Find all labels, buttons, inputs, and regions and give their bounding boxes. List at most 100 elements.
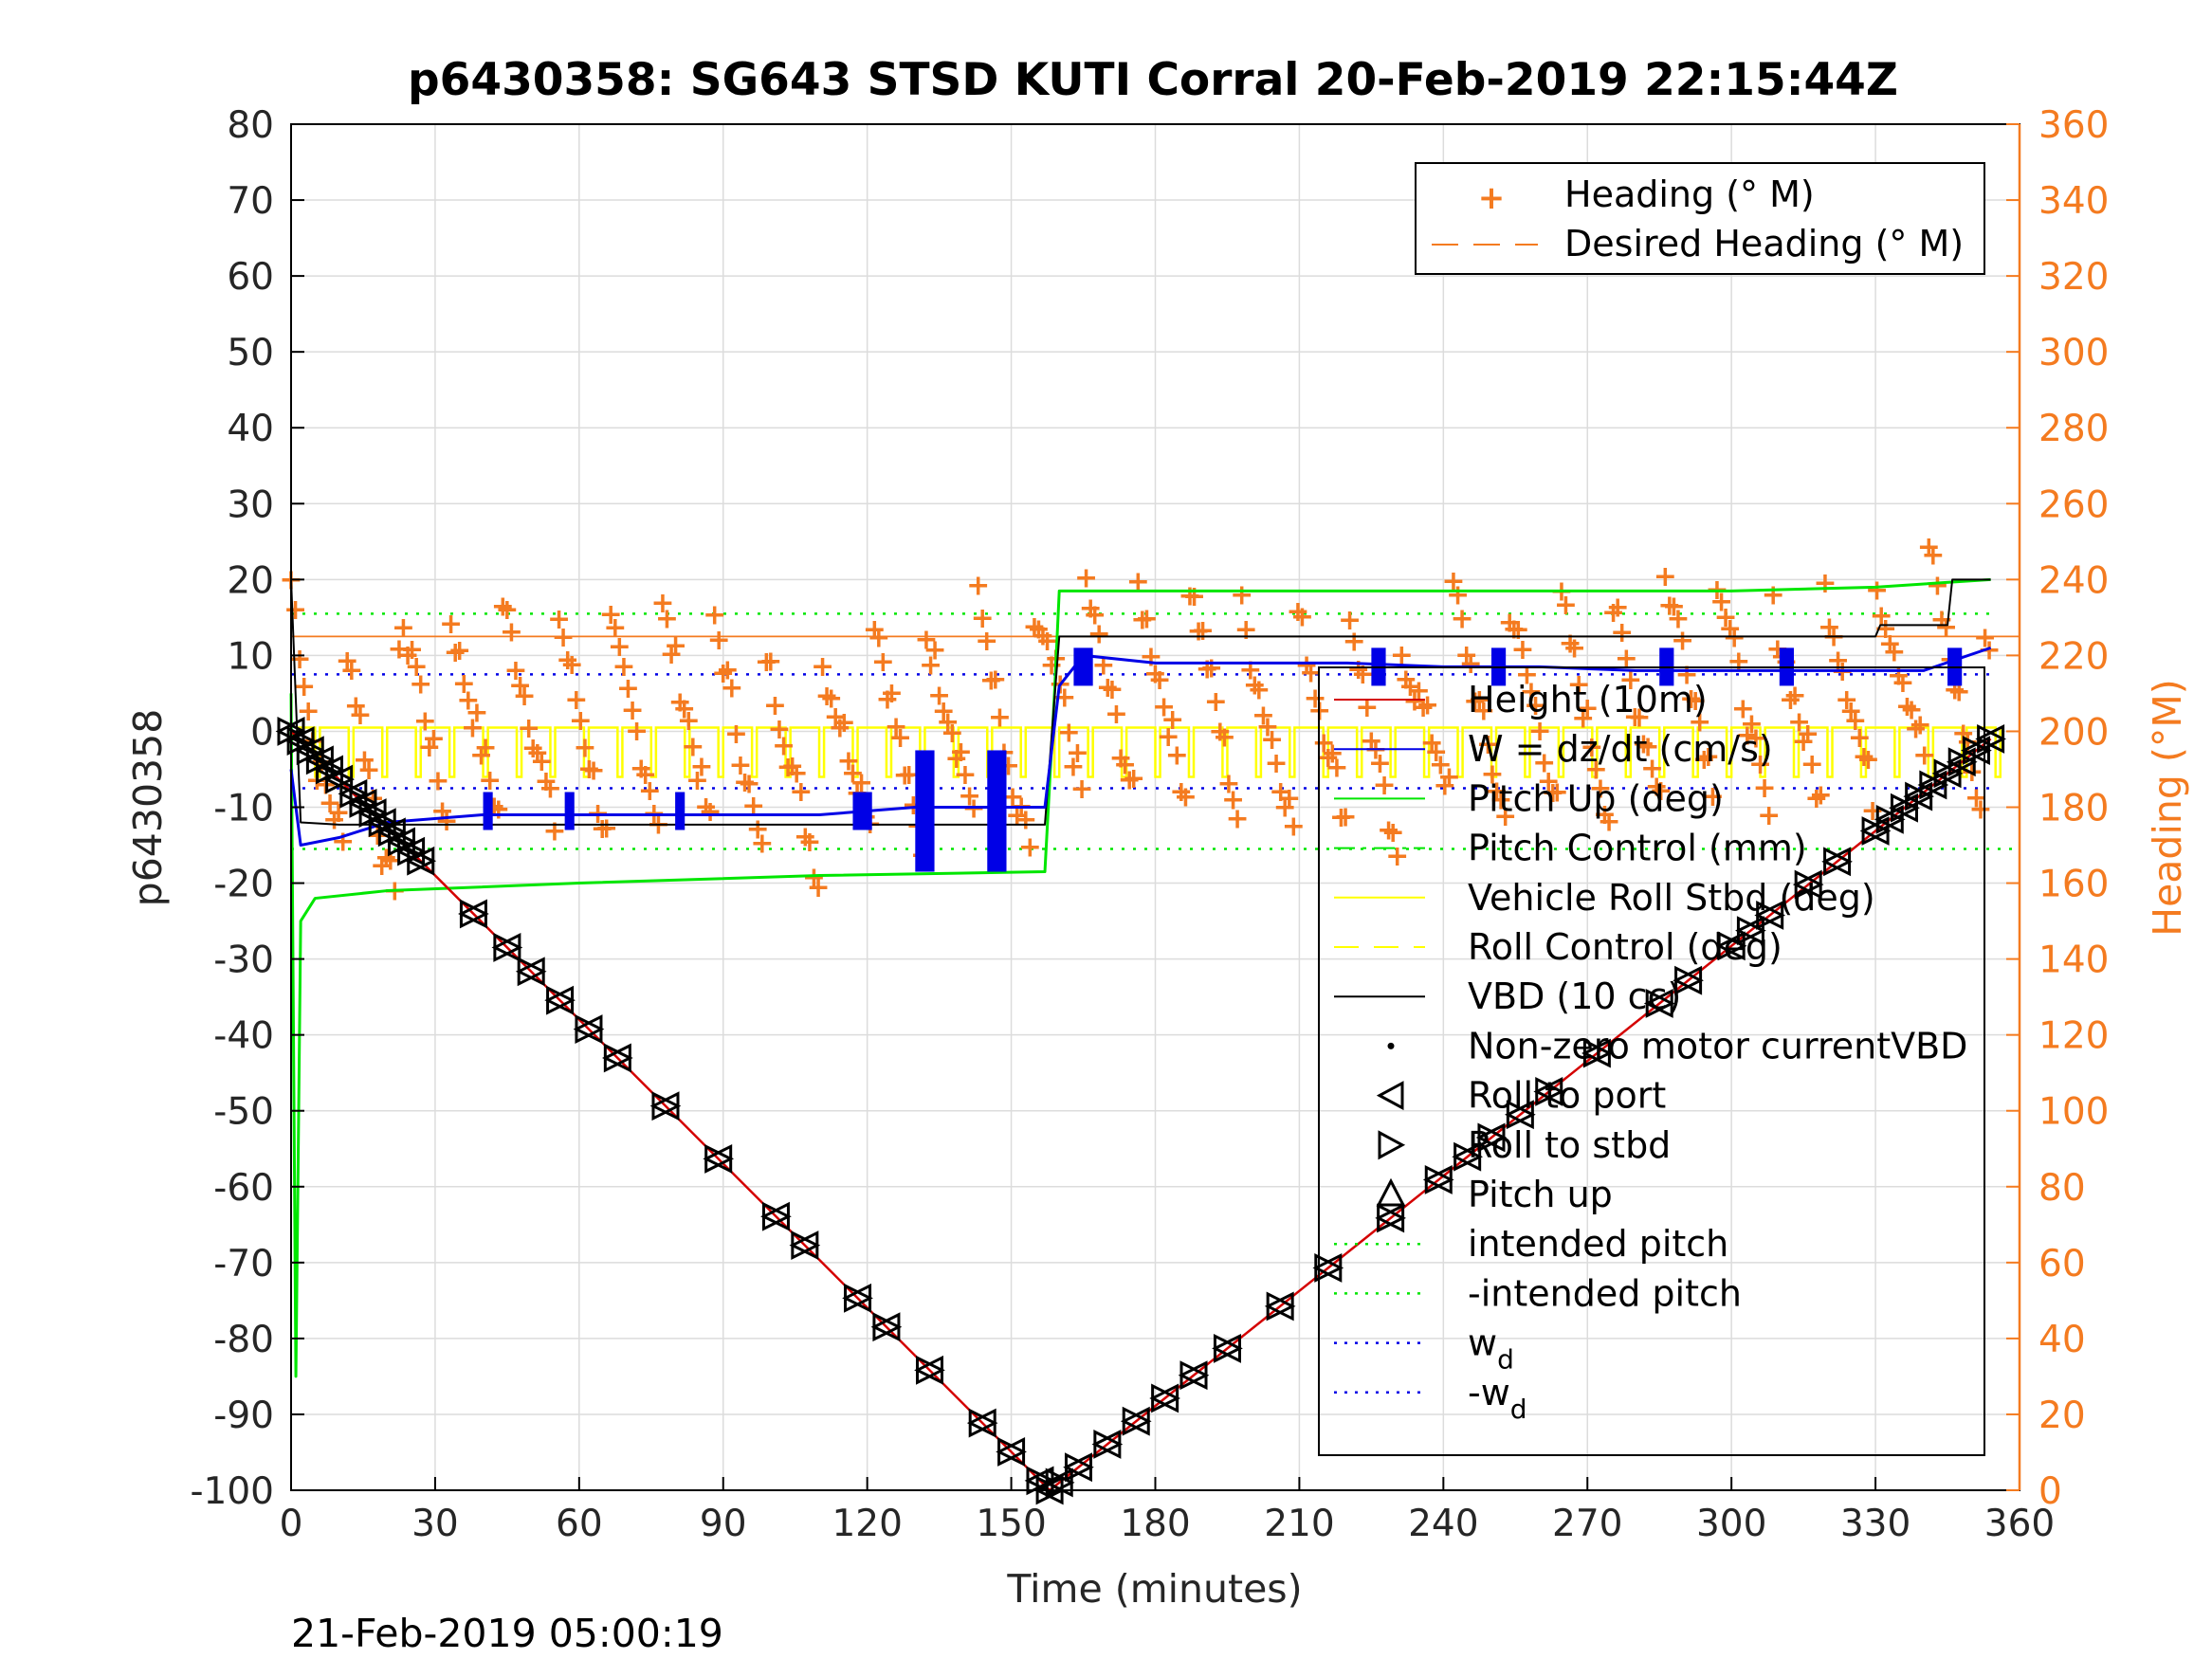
y-axis-ticks: -100-90-80-70-60-50-40-30-20-10010203040… [190, 104, 304, 1513]
heading-marker: + [517, 712, 540, 745]
heading-marker: + [1441, 565, 1465, 598]
heading-marker: + [322, 803, 346, 836]
heading-marker: + [1091, 648, 1115, 682]
heading-marker: + [1684, 684, 1708, 718]
heading-marker: + [1804, 782, 1828, 815]
heading-marker: + [767, 713, 791, 746]
heading-marker: + [686, 764, 709, 797]
heading-marker: + [841, 757, 865, 791]
heading-marker: + [741, 790, 765, 823]
heading-marker: + [983, 664, 1007, 697]
heading-marker: + [1679, 683, 1703, 716]
heading-marker: + [1286, 595, 1309, 629]
roll-to-stbd-marker [305, 745, 336, 775]
heading-marker: + [711, 657, 735, 690]
roll-to-stbd-marker [1506, 1100, 1536, 1130]
heading-marker: + [815, 680, 839, 713]
heading-marker: + [417, 731, 441, 764]
heading-marker: + [733, 766, 757, 799]
heading-marker: + [1623, 701, 1647, 734]
heading-marker: + [564, 684, 588, 717]
heading-marker: + [1688, 705, 1711, 738]
heading-marker: + [1835, 684, 1858, 717]
heading-marker: + [1588, 773, 1612, 806]
heading-marker: + [1005, 799, 1029, 832]
heading-marker: + [556, 644, 579, 677]
heading-marker: + [1385, 840, 1409, 873]
heading-marker: + [988, 702, 1012, 735]
heading-marker: + [1865, 574, 1889, 608]
heading-marker: + [434, 805, 458, 838]
roll-to-stbd-marker [997, 1437, 1027, 1467]
roll-to-stbd-marker [872, 1312, 903, 1342]
heading-marker: + [1934, 611, 1958, 644]
heading-marker: + [1429, 749, 1453, 782]
legend-label: Roll Control (deg) [1468, 926, 1782, 968]
heading-marker: + [1696, 740, 1720, 774]
heading-marker: + [461, 711, 484, 744]
heading-marker: + [971, 602, 995, 635]
heading-marker: + [1912, 738, 1936, 772]
heading-marker: + [1074, 562, 1098, 595]
heading-marker: + [1069, 773, 1093, 806]
heading-marker: + [1584, 754, 1608, 787]
roll-to-stbd-marker [1477, 1122, 1508, 1153]
y2-tick-label: 240 [2038, 559, 2109, 602]
heading-marker: + [1895, 690, 1919, 723]
heading-marker: + [699, 795, 722, 829]
triangle-markers [275, 717, 2006, 1505]
heading-marker: + [1558, 628, 1581, 661]
heading-marker: + [755, 646, 778, 679]
heading-marker: + [405, 650, 429, 684]
roll-to-stbd-marker [286, 726, 317, 757]
heading-marker: + [1917, 531, 1941, 564]
heading-marker: + [720, 672, 743, 705]
heading-marker: + [1507, 613, 1530, 647]
heading-marker: + [1554, 589, 1578, 622]
y2-tick-label: 20 [2038, 1395, 2086, 1437]
heading-marker: + [1632, 728, 1655, 761]
heading-legend-symbol: + [1478, 179, 1506, 217]
roll-to-stbd-marker [1823, 847, 1853, 877]
heading-marker: + [1476, 728, 1500, 761]
heading-marker: + [1135, 602, 1159, 635]
x-tick-label: 60 [556, 1503, 603, 1545]
heading-marker: + [1921, 539, 1945, 573]
legend-entry: Roll Control (deg) [1334, 926, 1782, 968]
heading-marker: + [1057, 716, 1081, 749]
heading-marker: + [763, 689, 787, 722]
roll-to-stbd-marker [1122, 1406, 1152, 1436]
heading-marker: + [1079, 592, 1103, 625]
legend-symbol-pitch-up-marker [1376, 1177, 1406, 1207]
heading-marker: + [469, 739, 493, 773]
heading-marker: + [1627, 701, 1651, 734]
heading-marker: + [1174, 781, 1197, 814]
heading-marker: + [1463, 685, 1487, 719]
y-tick-label: -100 [190, 1470, 274, 1513]
legend-label: Pitch Up (deg) [1468, 777, 1724, 819]
heading-marker: + [1576, 692, 1600, 725]
desired-heading-legend-label: Desired Heading (° M) [1564, 223, 1964, 264]
heading-marker: + [1657, 589, 1681, 622]
heading-marker: + [1282, 810, 1306, 843]
roll-to-stbd-marker [1535, 1077, 1565, 1106]
roll-to-stbd-marker [387, 827, 417, 857]
timestamp-label: 21-Feb-2019 05:00:19 [291, 1611, 723, 1656]
heading-marker: + [875, 684, 899, 717]
y2-tick-label: 220 [2038, 635, 2109, 678]
heading-marker: + [1252, 700, 1275, 733]
heading-marker: + [426, 765, 449, 798]
roll-to-stbd-marker [1179, 1360, 1210, 1391]
heading-marker: + [668, 685, 692, 719]
heading-marker: + [1381, 816, 1405, 849]
legend-label: Roll to port [1468, 1075, 1666, 1117]
heading-marker: + [1735, 719, 1759, 752]
y-tick-label: 0 [250, 711, 274, 754]
heading-marker: + [422, 722, 446, 756]
heading-marker: + [759, 645, 782, 678]
heading-marker: + [474, 732, 498, 765]
roll-to-stbd-marker [1213, 1333, 1243, 1363]
heading-marker: + [1654, 560, 1677, 593]
heading-marker: + [1666, 603, 1690, 636]
y2-tick-label: 140 [2038, 939, 2109, 982]
